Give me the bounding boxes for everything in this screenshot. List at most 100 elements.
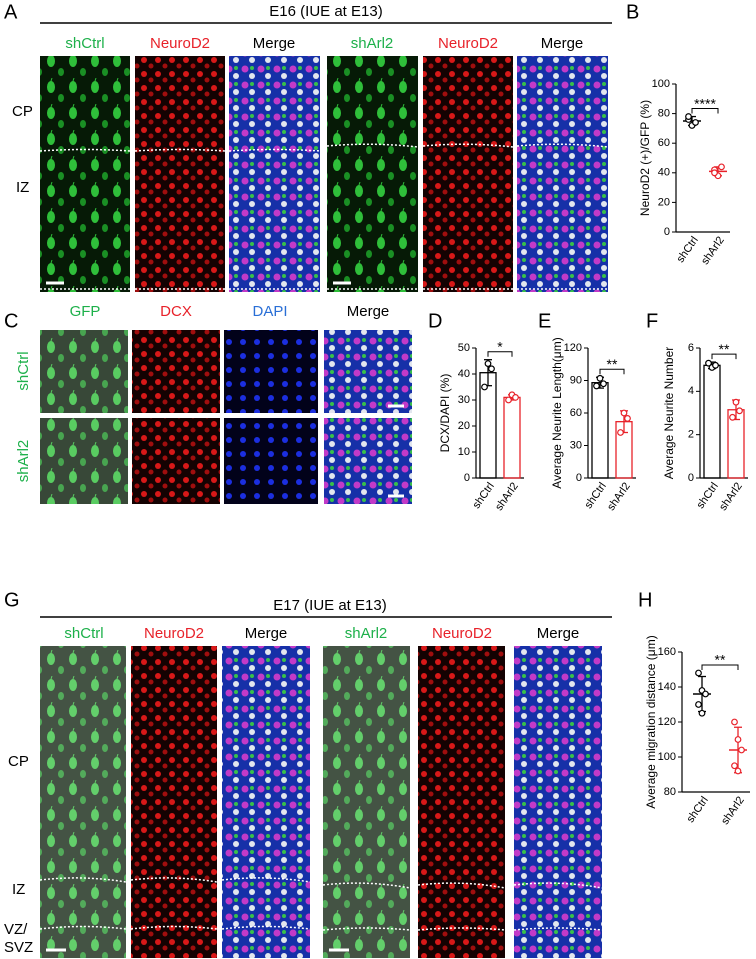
channel-label: Merge xyxy=(537,625,580,642)
y-tick-label: 4 xyxy=(688,385,694,397)
significance-bracket xyxy=(711,353,737,360)
y-tick-label: 100 xyxy=(652,78,670,90)
channel-label: NeuroD2 xyxy=(144,625,204,642)
x-tick-label: shArl2 xyxy=(717,481,745,513)
bar xyxy=(703,364,721,479)
data-point xyxy=(484,360,492,368)
data-point xyxy=(600,380,607,388)
image xyxy=(131,646,217,958)
x-tick-label: shCtrl xyxy=(675,235,701,265)
image xyxy=(40,330,128,413)
channel-label: shCtrl xyxy=(65,35,104,52)
layer-label: SVZ xyxy=(4,939,33,956)
data-point xyxy=(731,762,738,770)
image xyxy=(418,646,505,958)
data-point xyxy=(620,409,628,417)
y-tick-label: 40 xyxy=(658,167,670,179)
row-label: shCtrl xyxy=(15,351,32,390)
y-tick-label: 6 xyxy=(688,342,694,354)
significance: ** xyxy=(715,652,726,668)
boundary xyxy=(39,877,603,889)
row-label: shArl2 xyxy=(15,440,32,483)
y-tick-label: 140 xyxy=(658,681,676,693)
image xyxy=(323,646,410,958)
significance-bracket xyxy=(599,368,625,375)
micrographs-a xyxy=(39,56,609,292)
bar xyxy=(503,396,521,479)
y-tick-label: 40 xyxy=(458,368,470,380)
data-point xyxy=(736,407,743,415)
channel-label: DCX xyxy=(160,303,192,320)
y-tick-label: 20 xyxy=(458,420,470,432)
data-point xyxy=(698,709,706,717)
y-tick-label: 0 xyxy=(576,472,582,484)
significance: ** xyxy=(607,356,618,372)
channel-label: DAPI xyxy=(252,303,287,320)
y-tick-label: 100 xyxy=(658,751,676,763)
channel-label: Merge xyxy=(253,35,296,52)
channel-label: Merge xyxy=(245,625,288,642)
significance: * xyxy=(497,338,503,354)
data-point xyxy=(624,415,631,422)
x-tick-label: shCtrl xyxy=(685,795,711,825)
layer-label: IZ xyxy=(12,881,25,898)
data-point xyxy=(695,669,702,677)
y-tick-label: 0 xyxy=(464,472,470,484)
panel-letter: D xyxy=(428,310,442,332)
y-tick-label: 20 xyxy=(658,196,670,208)
image xyxy=(40,418,128,504)
data-point xyxy=(734,736,742,743)
data-point xyxy=(702,690,709,698)
micrographs-c xyxy=(40,330,412,504)
data-point xyxy=(705,359,712,367)
y-tick-label: 30 xyxy=(570,439,582,451)
layer-label: IZ xyxy=(16,179,29,196)
image xyxy=(224,330,318,413)
y-tick-label: 160 xyxy=(658,646,676,658)
significance: ** xyxy=(719,341,730,357)
x-tick-label: shArl2 xyxy=(605,481,633,513)
x-tick-label: shArl2 xyxy=(493,481,521,513)
y-axis-label: DCX/DAPI (%) xyxy=(438,374,452,453)
data-point xyxy=(729,413,736,421)
y-tick-label: 2 xyxy=(688,429,694,441)
image xyxy=(229,56,320,292)
data-point xyxy=(617,429,624,436)
x-tick-label: shArl2 xyxy=(719,795,747,827)
channel-label: GFP xyxy=(70,303,101,320)
panel-title: E16 (IUE at E13) xyxy=(269,3,382,20)
panel-letter: C xyxy=(4,310,18,332)
image xyxy=(514,646,602,958)
y-axis-label: NeuroD2 (+)/GFP (%) xyxy=(638,100,652,216)
y-axis-label: Average Neurite Number xyxy=(662,347,676,480)
image xyxy=(222,646,310,958)
image xyxy=(324,330,412,413)
data-point xyxy=(731,718,738,726)
data-point xyxy=(734,767,742,775)
image xyxy=(423,56,513,292)
data-point xyxy=(695,701,702,708)
data-point xyxy=(488,365,495,373)
image xyxy=(132,330,220,413)
panel-letter: G xyxy=(4,589,20,611)
y-tick-label: 90 xyxy=(570,374,582,386)
significance-bracket xyxy=(701,664,739,670)
channel-label: shCtrl xyxy=(64,625,103,642)
y-tick-label: 10 xyxy=(458,446,470,458)
data-point xyxy=(505,396,512,404)
image xyxy=(327,56,418,292)
boundary xyxy=(39,925,603,931)
y-tick-label: 0 xyxy=(664,226,670,238)
bar xyxy=(591,382,609,479)
y-tick-label: 50 xyxy=(458,342,470,354)
channel-label: shArl2 xyxy=(351,35,394,52)
panel-letters: A B C D E F G H xyxy=(4,1,658,611)
panel-letter: H xyxy=(638,589,652,611)
data-point xyxy=(593,382,600,390)
channel-label: NeuroD2 xyxy=(432,625,492,642)
micrographs-g xyxy=(39,646,603,958)
y-axis-label: Average Neurite Length(μm) xyxy=(550,337,564,488)
y-tick-label: 60 xyxy=(658,137,670,149)
y-tick-label: 80 xyxy=(658,108,670,120)
